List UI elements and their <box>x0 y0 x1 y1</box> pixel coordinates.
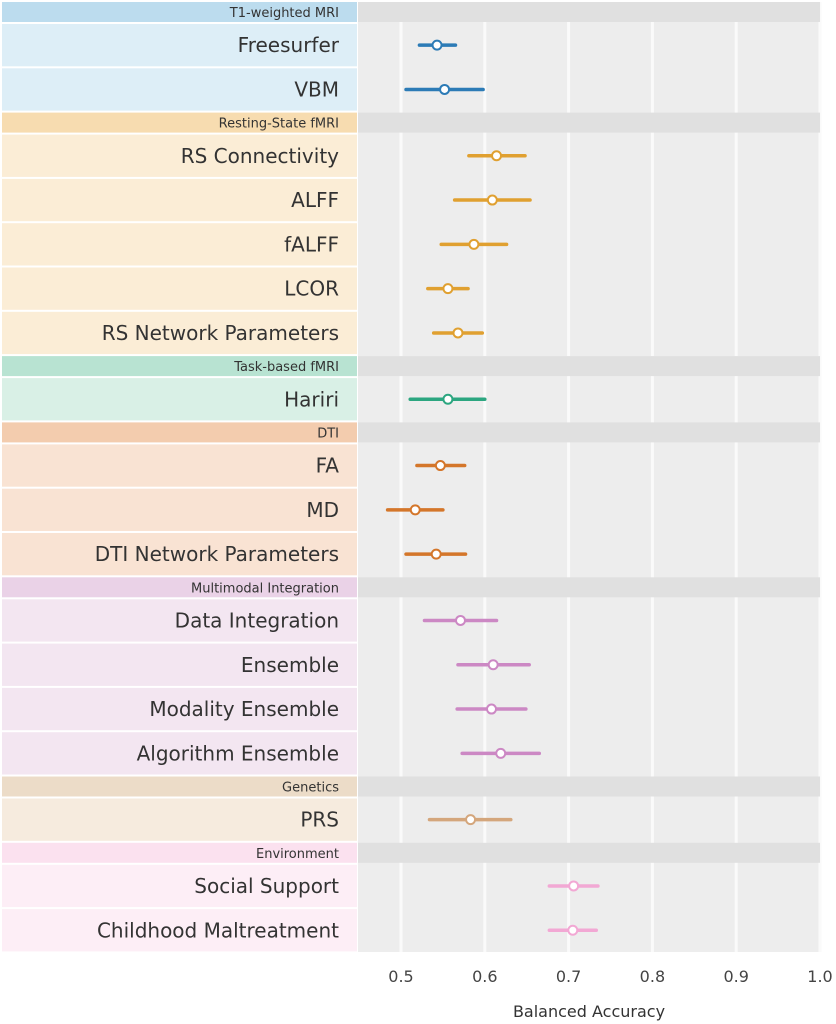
row-label: VBM <box>294 77 339 101</box>
row-label-band <box>2 643 357 686</box>
row-label: Social Support <box>194 874 339 898</box>
row-label-band <box>2 223 357 266</box>
group-header-label: Resting-State fMRI <box>219 117 339 132</box>
mean-point <box>442 283 454 295</box>
group-header-label: T1-weighted MRI <box>229 6 339 21</box>
mean-point <box>486 703 498 715</box>
mean-point <box>495 747 507 759</box>
group-header-band <box>2 776 357 797</box>
x-axis: 0.5 0.6 0.7 0.8 0.9 1.0 <box>388 967 832 986</box>
x-tick-label: 0.9 <box>723 967 748 986</box>
row-label: MD <box>306 498 339 522</box>
mean-point <box>442 393 454 405</box>
x-tick-label: 0.6 <box>472 967 497 986</box>
row-label-band <box>2 68 357 111</box>
group-header-strip <box>358 577 820 598</box>
mean-point <box>487 659 499 671</box>
group-header-band <box>2 422 357 443</box>
row-label: RS Connectivity <box>181 144 339 168</box>
row-label: FA <box>316 454 340 478</box>
group-header-band <box>2 842 357 863</box>
row-label-band <box>2 864 357 908</box>
group-header-label: DTI <box>317 426 339 441</box>
row-label-band <box>2 267 357 310</box>
row-label: Freesurfer <box>238 33 340 57</box>
mean-point <box>567 924 579 936</box>
row-label-band <box>2 909 357 952</box>
mean-point <box>568 880 580 892</box>
mean-point <box>409 504 421 516</box>
mean-point <box>431 39 443 51</box>
mean-point <box>468 238 480 250</box>
x-tick-label: 1.0 <box>807 967 832 986</box>
row-label-band <box>2 444 357 487</box>
group-header-label: Multimodal Integration <box>191 581 339 596</box>
group-header-strip <box>358 776 820 797</box>
row-label-band <box>2 24 357 67</box>
row-label-band <box>2 134 357 177</box>
row-label: Hariri <box>284 387 339 411</box>
mean-point <box>439 83 451 95</box>
mean-point <box>430 548 442 560</box>
x-axis-label: Balanced Accuracy <box>513 1002 665 1021</box>
x-tick-label: 0.5 <box>388 967 413 986</box>
row-label-band <box>2 533 357 576</box>
x-tick-label: 0.7 <box>556 967 581 986</box>
mean-point <box>452 327 464 339</box>
row-label: PRS <box>300 808 339 832</box>
row-label-band <box>2 687 357 731</box>
row-label: Data Integration <box>175 608 339 632</box>
row-bands: T1-weighted MRI Freesurfer VBM Resting-Stat… <box>2 2 820 952</box>
mean-point <box>454 614 466 626</box>
row-label-band <box>2 599 357 642</box>
group-header-band <box>2 2 357 22</box>
row-label: DTI Network Parameters <box>95 542 339 566</box>
group-header-label: Genetics <box>282 781 339 796</box>
mean-point <box>465 814 477 826</box>
group-header-strip <box>358 356 820 377</box>
row-label: Ensemble <box>241 653 339 677</box>
row-label: Algorithm Ensemble <box>137 741 339 765</box>
row-label: LCOR <box>284 277 339 301</box>
row-label: RS Network Parameters <box>102 321 339 345</box>
mean-point <box>434 460 446 472</box>
group-header-label: Task-based fMRI <box>233 360 339 375</box>
group-header-strip <box>358 422 820 443</box>
row-label-band <box>2 798 357 841</box>
group-header-band <box>2 356 357 377</box>
row-label-band <box>2 732 357 775</box>
group-header-strip <box>358 112 820 133</box>
row-label-band <box>2 311 357 355</box>
row-label-band <box>2 178 357 222</box>
row-label-band <box>2 488 357 531</box>
row-label: Modality Ensemble <box>149 697 339 721</box>
row-label: Childhood Maltreatment <box>97 918 339 942</box>
row-label-band <box>2 378 357 421</box>
data-marks <box>385 39 600 936</box>
mean-point <box>491 150 503 162</box>
group-header-band <box>2 577 357 598</box>
plot-background <box>358 2 820 952</box>
x-tick-label: 0.8 <box>640 967 665 986</box>
group-header-band <box>2 112 357 133</box>
row-label: fALFF <box>284 232 339 256</box>
group-header-strip <box>358 2 820 22</box>
group-header-label: Environment <box>256 847 339 862</box>
row-label: ALFF <box>291 188 339 212</box>
mean-point <box>486 194 498 206</box>
group-header-strip <box>358 842 820 863</box>
